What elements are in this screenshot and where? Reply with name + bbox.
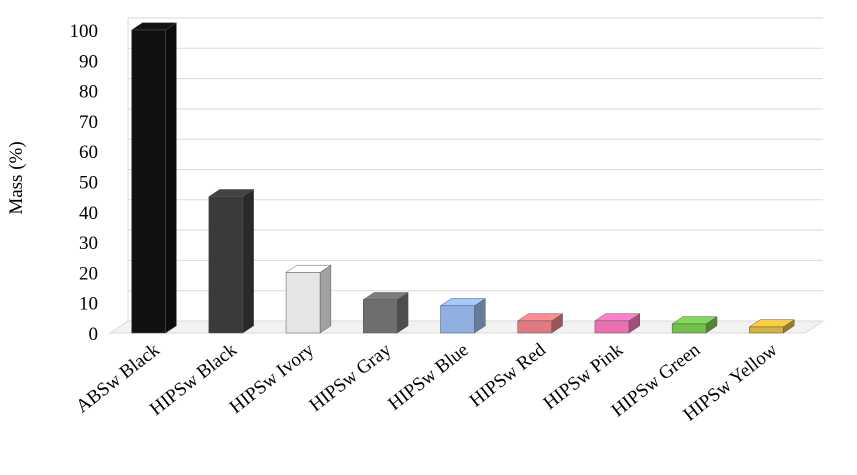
bar-side [242, 188, 254, 334]
y-tick-label: 90 [79, 51, 98, 72]
y-tick-label: 20 [79, 263, 98, 284]
bar [517, 320, 552, 334]
x-tick-label: HIPSw Red [466, 339, 550, 411]
x-tick-label: HIPSw Gray [305, 339, 395, 416]
bar [208, 196, 244, 334]
y-tick-label: 0 [89, 324, 99, 345]
y-tick-label: 70 [79, 112, 98, 133]
y-tick-label: 80 [79, 82, 98, 103]
x-tick-label: HIPSw Black [146, 339, 241, 420]
bar [749, 326, 784, 334]
y-tick-label: 30 [79, 233, 98, 254]
bar-side [319, 264, 332, 334]
bar [131, 29, 166, 334]
bar [440, 305, 475, 334]
x-tick-label: HIPSw Ivory [226, 339, 319, 418]
y-axis-title: Mass (%) [6, 141, 27, 214]
bar-side [165, 22, 177, 334]
y-tick-label: 10 [79, 294, 98, 315]
y-tick-label: 40 [79, 203, 98, 224]
bar [671, 323, 707, 334]
y-tick-label: 50 [79, 173, 98, 194]
x-tick-label: HIPSw Blue [384, 339, 472, 414]
bar [363, 299, 398, 334]
y-tick-label: 60 [79, 142, 98, 163]
y-tick-label: 100 [70, 21, 99, 42]
bar [285, 272, 321, 334]
bar [594, 320, 630, 334]
